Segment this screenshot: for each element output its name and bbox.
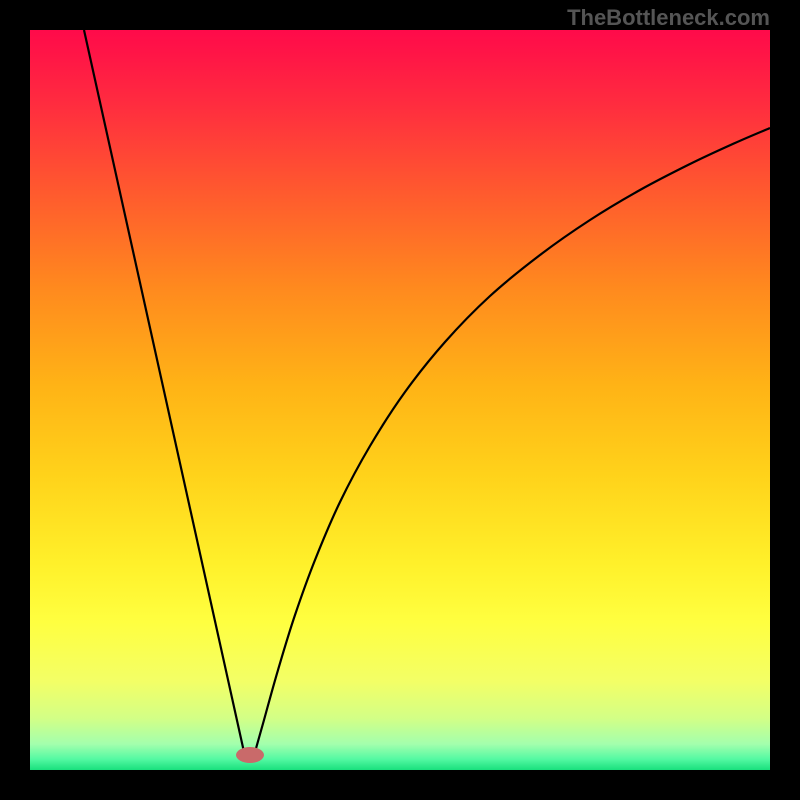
optimal-point-marker (236, 747, 264, 763)
curve-right-branch (255, 128, 770, 752)
bottleneck-curve (30, 30, 770, 770)
watermark-text: TheBottleneck.com (567, 5, 770, 31)
curve-left-branch (84, 30, 244, 752)
chart-container: TheBottleneck.com (0, 0, 800, 800)
plot-area (30, 30, 770, 770)
